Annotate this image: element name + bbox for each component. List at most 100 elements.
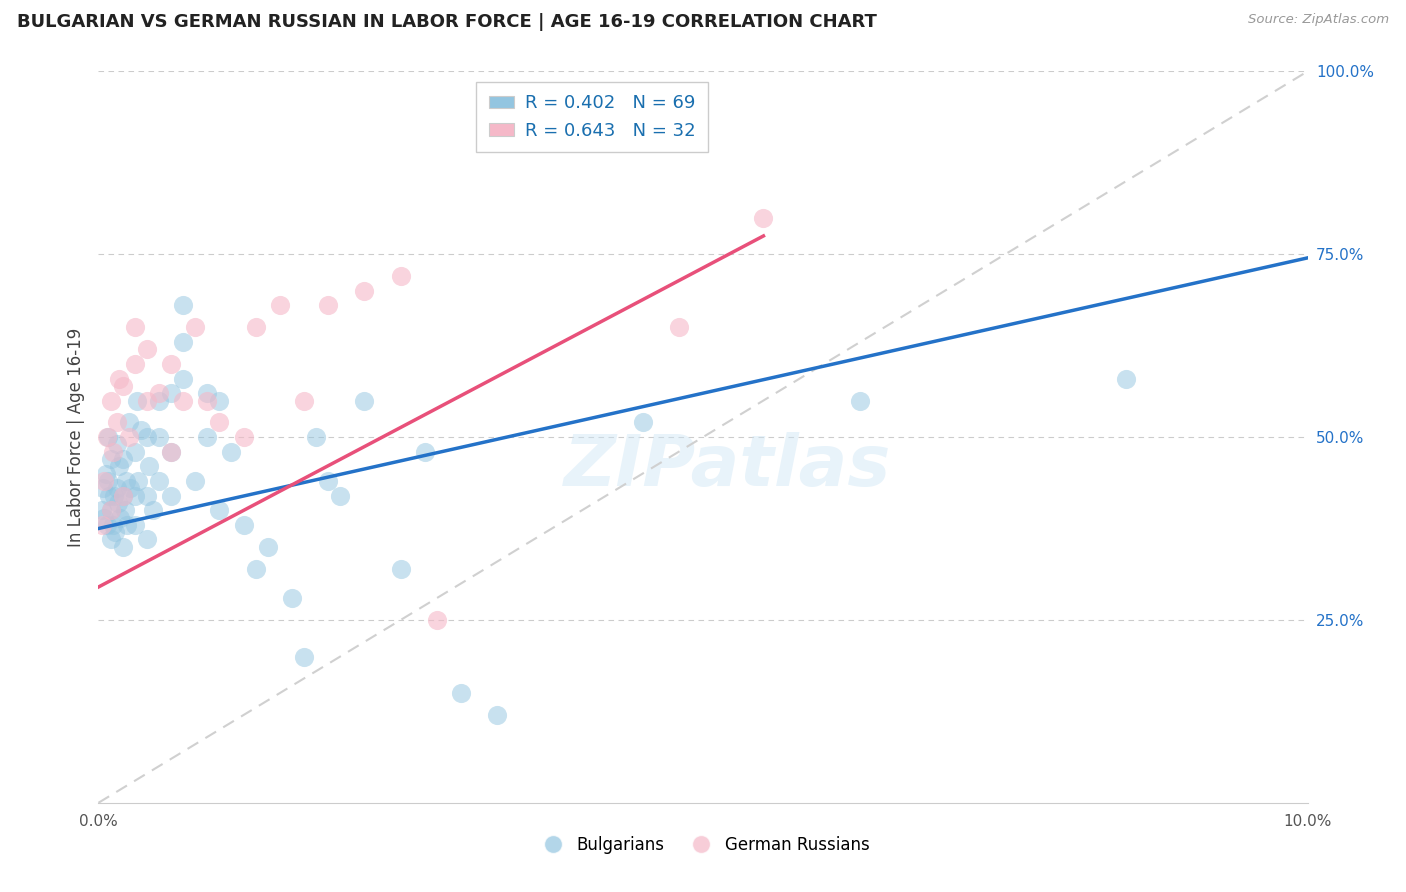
Point — [208, 416, 231, 430]
Point — [172, 371, 194, 385]
Point — [208, 503, 231, 517]
Point — [232, 430, 254, 444]
Point — [129, 423, 152, 437]
Point — [124, 517, 146, 532]
Point — [118, 416, 141, 430]
Point — [148, 386, 170, 401]
Point — [195, 430, 218, 444]
Point — [101, 444, 124, 458]
Point — [124, 444, 146, 458]
Point — [124, 320, 146, 334]
Point — [232, 517, 254, 532]
Point — [389, 562, 412, 576]
Point — [108, 510, 131, 524]
Point — [111, 489, 134, 503]
Point — [221, 444, 243, 458]
Point — [208, 393, 231, 408]
Point — [148, 393, 170, 408]
Point — [160, 444, 183, 458]
Point — [91, 517, 114, 532]
Point — [160, 489, 183, 503]
Point — [105, 481, 128, 495]
Point — [103, 489, 125, 503]
Point — [245, 562, 267, 576]
Point — [172, 298, 194, 312]
Point — [160, 386, 183, 401]
Point — [486, 708, 509, 723]
Point — [849, 393, 872, 408]
Point — [135, 343, 157, 357]
Point — [105, 437, 128, 451]
Point — [160, 357, 183, 371]
Point — [104, 525, 127, 540]
Point — [195, 386, 218, 401]
Point — [127, 474, 149, 488]
Point — [96, 430, 118, 444]
Point — [353, 393, 375, 408]
Point — [96, 517, 118, 532]
Text: Source: ZipAtlas.com: Source: ZipAtlas.com — [1249, 13, 1389, 27]
Point — [124, 489, 146, 503]
Point — [100, 503, 122, 517]
Point — [111, 540, 134, 554]
Point — [94, 467, 117, 481]
Point — [413, 444, 436, 458]
Point — [135, 533, 157, 547]
Point — [97, 430, 120, 444]
Point — [100, 452, 122, 467]
Point — [135, 430, 157, 444]
Point — [148, 474, 170, 488]
Point — [98, 489, 121, 503]
Point — [138, 459, 160, 474]
Point — [100, 533, 122, 547]
Point — [91, 503, 114, 517]
Point — [292, 393, 315, 408]
Point — [93, 474, 115, 488]
Legend: Bulgarians, German Russians: Bulgarians, German Russians — [530, 829, 876, 860]
Point — [184, 320, 207, 334]
Point — [115, 474, 138, 488]
Point — [450, 686, 472, 700]
Point — [353, 284, 375, 298]
Y-axis label: In Labor Force | Age 16-19: In Labor Force | Age 16-19 — [66, 327, 84, 547]
Point — [668, 320, 690, 334]
Point — [100, 503, 122, 517]
Point — [305, 430, 328, 444]
Point — [135, 489, 157, 503]
Point — [245, 320, 267, 334]
Point — [752, 211, 775, 225]
Text: ZIPatlas: ZIPatlas — [564, 432, 891, 500]
Point — [97, 474, 120, 488]
Point — [111, 379, 134, 393]
Point — [135, 393, 157, 408]
Point — [117, 517, 139, 532]
Point — [105, 416, 128, 430]
Point — [269, 298, 291, 312]
Point — [184, 474, 207, 488]
Point — [316, 474, 339, 488]
Point — [118, 430, 141, 444]
Point — [114, 503, 136, 517]
Point — [107, 496, 129, 510]
Point — [426, 613, 449, 627]
Point — [172, 334, 194, 349]
Point — [256, 540, 278, 554]
Text: BULGARIAN VS GERMAN RUSSIAN IN LABOR FORCE | AGE 16-19 CORRELATION CHART: BULGARIAN VS GERMAN RUSSIAN IN LABOR FOR… — [17, 13, 877, 31]
Point — [172, 393, 194, 408]
Point — [142, 503, 165, 517]
Point — [631, 416, 654, 430]
Point — [124, 357, 146, 371]
Point — [281, 591, 304, 605]
Point — [329, 489, 352, 503]
Point — [389, 269, 412, 284]
Point — [195, 393, 218, 408]
Point — [292, 649, 315, 664]
Point — [316, 298, 339, 312]
Point — [111, 489, 134, 503]
Point — [148, 430, 170, 444]
Point — [160, 444, 183, 458]
Point — [1115, 371, 1137, 385]
Point — [127, 393, 149, 408]
Point — [108, 459, 131, 474]
Point — [108, 371, 131, 385]
